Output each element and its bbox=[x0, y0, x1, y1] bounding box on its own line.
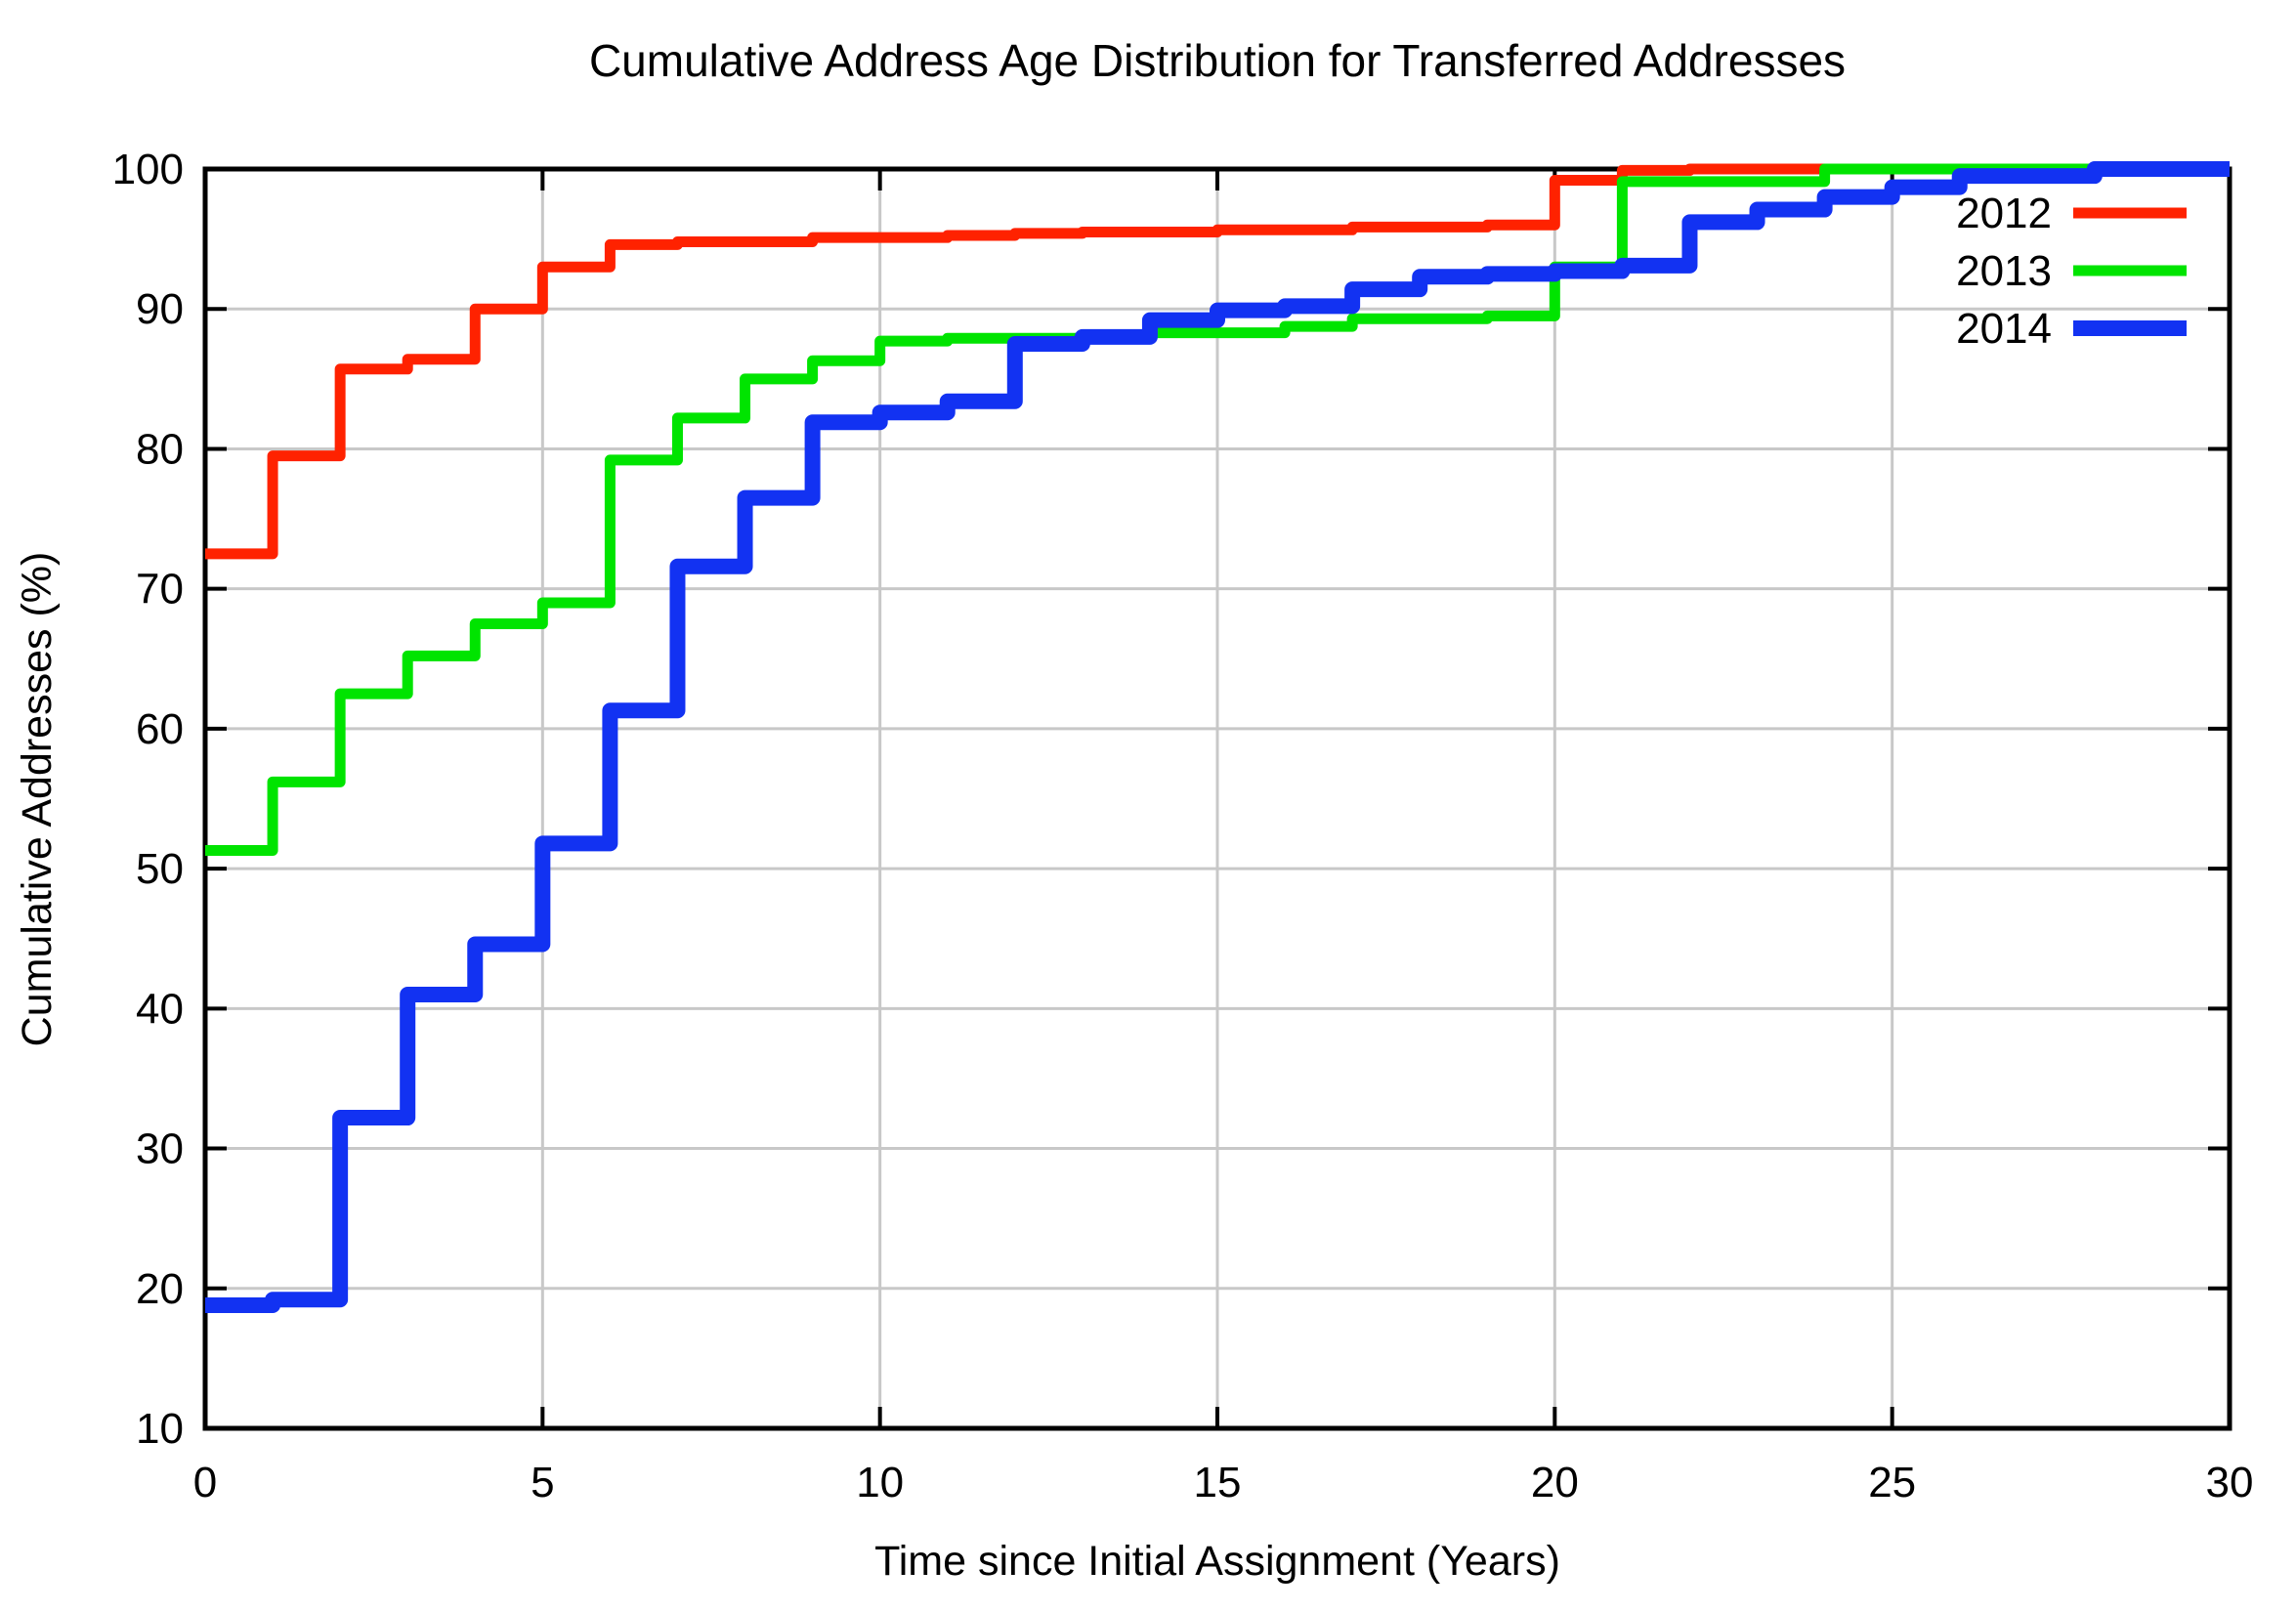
x-axis-label: Time since Initial Assignment (Years) bbox=[874, 1538, 1560, 1585]
grid-layer bbox=[205, 169, 2230, 1428]
chart-title: Cumulative Address Age Distribution for … bbox=[589, 35, 1846, 86]
y-tick-label: 80 bbox=[136, 425, 184, 473]
legend-label-2014: 2014 bbox=[1956, 305, 2052, 353]
series-2014-line bbox=[205, 161, 2230, 1313]
y-tick-label: 40 bbox=[136, 985, 184, 1033]
y-tick-label: 70 bbox=[136, 566, 184, 614]
series-2013-line bbox=[205, 163, 2230, 856]
x-tick-label: 0 bbox=[193, 1459, 217, 1506]
tick-label-layer: 0 5 10 15 20 25 30 10 20 30 40 50 60 70 80 90 100 bbox=[112, 146, 2254, 1506]
x-tick-label: 15 bbox=[1194, 1459, 1242, 1506]
x-tick-label: 5 bbox=[531, 1459, 554, 1506]
y-tick-label: 60 bbox=[136, 705, 184, 753]
series-layer bbox=[205, 161, 2230, 1313]
x-tick-label: 25 bbox=[1868, 1459, 1916, 1506]
y-tick-label: 20 bbox=[136, 1265, 184, 1313]
y-axis-label: Cumulative Addresses (%) bbox=[14, 552, 61, 1047]
y-tick-label: 10 bbox=[136, 1405, 184, 1453]
series-2012-line bbox=[205, 163, 2230, 560]
y-tick-label: 30 bbox=[136, 1125, 184, 1173]
x-tick-label: 20 bbox=[1531, 1459, 1579, 1506]
y-tick-label: 90 bbox=[136, 285, 184, 333]
y-tick-label: 50 bbox=[136, 845, 184, 893]
axis-frame-layer bbox=[202, 166, 2232, 1431]
x-tick-label: 30 bbox=[2206, 1459, 2254, 1506]
legend-label-2012: 2012 bbox=[1956, 190, 2052, 237]
x-tick-label: 10 bbox=[856, 1459, 904, 1506]
legend: 2012 2013 2014 bbox=[1956, 190, 2187, 353]
legend-label-2013: 2013 bbox=[1956, 247, 2052, 295]
y-tick-label: 100 bbox=[112, 146, 184, 193]
